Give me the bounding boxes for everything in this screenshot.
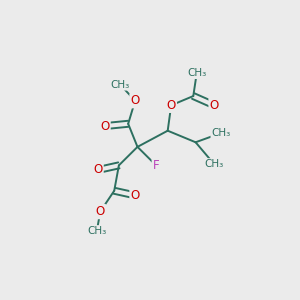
Text: O: O xyxy=(100,120,110,133)
Text: O: O xyxy=(210,99,219,112)
Text: CH₃: CH₃ xyxy=(110,80,130,89)
Text: O: O xyxy=(130,189,140,202)
Text: O: O xyxy=(167,99,176,112)
Text: O: O xyxy=(96,205,105,218)
Text: CH₃: CH₃ xyxy=(205,159,224,169)
Text: CH₃: CH₃ xyxy=(187,68,206,78)
Text: F: F xyxy=(153,159,159,172)
Text: O: O xyxy=(93,164,103,176)
Text: O: O xyxy=(130,94,140,107)
Text: CH₃: CH₃ xyxy=(87,226,106,236)
Text: CH₃: CH₃ xyxy=(212,128,231,138)
